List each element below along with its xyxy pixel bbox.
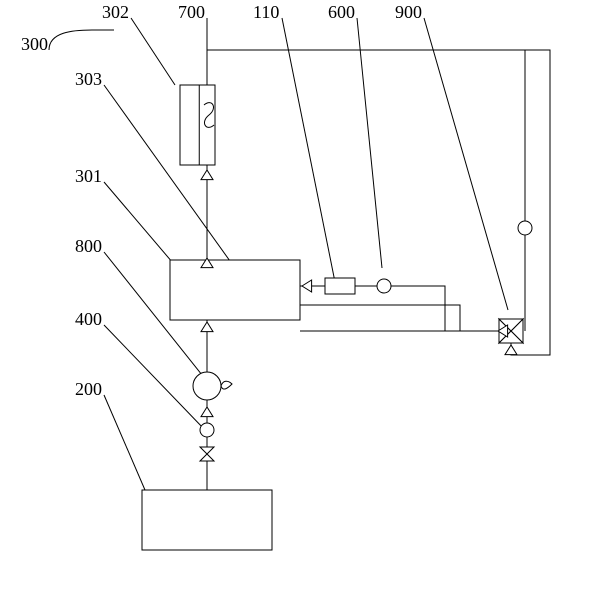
- label-110: 110: [253, 2, 279, 22]
- leader-line: [104, 85, 245, 282]
- leader-line: [104, 395, 145, 490]
- pump-800-tail-icon: [221, 381, 232, 389]
- label-700: 700: [178, 2, 205, 22]
- label-400: 400: [75, 309, 102, 329]
- pipe: [300, 305, 460, 331]
- pump-800-body: [193, 372, 221, 400]
- component-700: [180, 85, 215, 165]
- leader-line: [49, 30, 114, 50]
- flow-arrow-icon: [201, 407, 213, 417]
- label-303: 303: [75, 69, 102, 89]
- label-300: 300: [21, 34, 48, 54]
- flow-arrow-icon: [201, 170, 213, 180]
- flow-arrow-icon: [302, 280, 312, 292]
- component-700-body: [180, 85, 215, 165]
- leader-line: [131, 18, 175, 85]
- diagram-canvas: 300 302 700 110 600 900 303 301 800 400 …: [0, 0, 589, 592]
- leader-line: [424, 18, 508, 310]
- valve-port-icon: [200, 447, 214, 454]
- component-301: [170, 260, 300, 320]
- sensor-600: [377, 279, 391, 293]
- valve-small: [200, 447, 214, 461]
- flow-arrow-icon: [505, 345, 517, 355]
- sensor: [518, 221, 532, 235]
- flow-arrow-icon: [201, 322, 213, 332]
- component-110: [325, 278, 355, 294]
- label-301: 301: [75, 166, 102, 186]
- leader-line: [357, 18, 382, 268]
- component-200: [142, 490, 272, 550]
- label-302: 302: [102, 2, 129, 22]
- label-200: 200: [75, 379, 102, 399]
- label-800: 800: [75, 236, 102, 256]
- valve-port-icon: [200, 454, 214, 461]
- leader-line: [104, 325, 205, 430]
- leader-line: [282, 18, 335, 282]
- label-900: 900: [395, 2, 422, 22]
- pump-800: [193, 372, 232, 400]
- label-600: 600: [328, 2, 355, 22]
- sensor-400: [200, 423, 214, 437]
- pipe: [391, 286, 498, 331]
